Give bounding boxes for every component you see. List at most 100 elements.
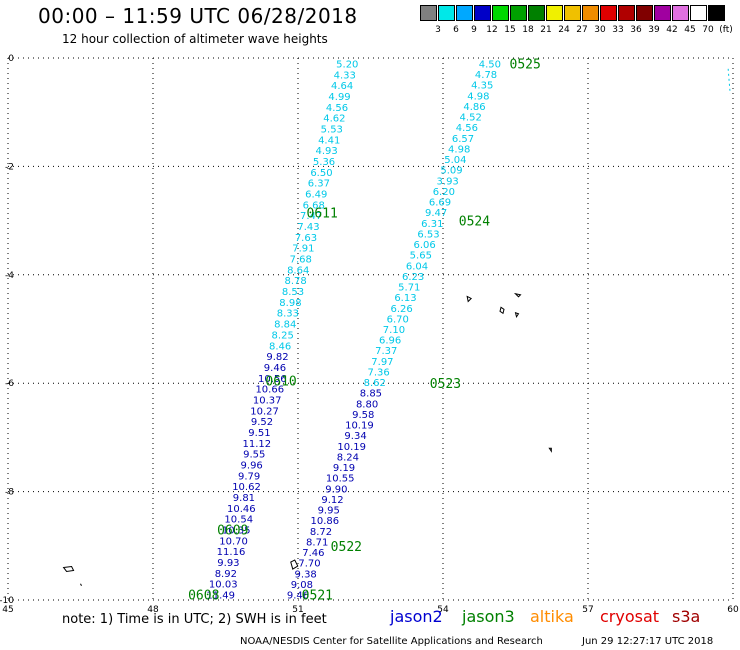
- swh-value-label: 6.20: [433, 187, 455, 198]
- swh-value-label: 11.16: [217, 547, 246, 558]
- time-label: 0524: [459, 215, 490, 230]
- swh-value-label: 4.50: [479, 59, 501, 70]
- time-label: 0609: [217, 524, 248, 539]
- swh-value-label: 6.70: [387, 314, 409, 325]
- scale-label: 24: [558, 25, 570, 35]
- swh-value-label: 6.96: [379, 336, 401, 347]
- track-edge: [727, 68, 731, 94]
- swh-value-label: 8.62: [364, 378, 386, 389]
- swh-value-label: 9.95: [318, 506, 340, 517]
- scale-label: 9: [471, 25, 477, 35]
- swh-value-label: 7.46: [302, 548, 324, 559]
- swh-value-label: 6.69: [429, 198, 451, 209]
- x-tick-label: 60: [727, 605, 739, 615]
- swh-value-label: 5.71: [398, 283, 420, 294]
- swh-value-label: 6.13: [394, 293, 416, 304]
- swh-value-label: 4.99: [328, 92, 350, 103]
- swh-value-label: 11.49: [206, 591, 235, 602]
- swh-value-label: 7.47: [300, 211, 322, 222]
- y-tick-label: -6: [5, 379, 14, 389]
- footnote: note: 1) Time is in UTC; 2) SWH is in fe…: [62, 612, 327, 627]
- island-outline: [466, 295, 473, 303]
- scale-label: 12: [486, 25, 498, 35]
- swh-value-label: 8.78: [284, 276, 306, 287]
- swh-value-label: 10.35: [222, 526, 251, 537]
- island-outline: [80, 583, 82, 586]
- swh-value-label: 7.37: [375, 346, 397, 357]
- swh-value-label: 9.46: [287, 591, 309, 602]
- swh-value-label: 6.50: [310, 168, 332, 179]
- swh-value-label: 8.46: [269, 341, 291, 352]
- swh-value-label: 6.68: [303, 200, 325, 211]
- swh-value-label: 4.98: [448, 144, 470, 155]
- y-tick-label: -8: [5, 488, 14, 498]
- time-label: 0608: [188, 589, 219, 604]
- swh-value-label: 10.86: [311, 516, 340, 527]
- swh-value-label: 8.85: [360, 389, 382, 400]
- timestamp-text: Jun 29 12:27:17 UTC 2018: [582, 636, 714, 647]
- swh-value-label: 8.53: [282, 287, 304, 298]
- scale-swatch: [564, 5, 581, 21]
- swh-value-label: 4.56: [456, 123, 478, 134]
- y-tick-label: -4: [5, 271, 14, 281]
- scale-label: 33: [612, 25, 624, 35]
- scale-label: 21: [540, 25, 552, 35]
- swh-value-label: 9.46: [264, 363, 286, 374]
- swh-value-label: 4.64: [331, 81, 353, 92]
- scale-swatch: [600, 5, 617, 21]
- scale-label: 3: [435, 25, 441, 35]
- time-label: 0611: [307, 206, 338, 221]
- swh-value-label: 10.54: [224, 515, 253, 526]
- scale-swatch: [690, 5, 707, 21]
- swh-value-label: 8.33: [277, 309, 299, 320]
- swh-value-label: 4.52: [460, 113, 482, 124]
- scale-label: 15: [504, 25, 516, 35]
- scale-label: 6: [453, 25, 459, 35]
- chart-title: 00:00 – 11:59 UTC 06/28/2018: [38, 4, 358, 28]
- swh-value-label: 7.36: [367, 367, 389, 378]
- swh-value-label: 10.46: [227, 504, 256, 515]
- swh-value-label: 9.12: [321, 495, 343, 506]
- swh-value-label: 5.20: [336, 59, 358, 70]
- legend-altika: altika: [530, 607, 574, 626]
- legend-jason2: jason2: [390, 607, 443, 626]
- y-tick-label: -2: [5, 162, 14, 172]
- swh-value-label: 9.81: [233, 493, 255, 504]
- time-label: 0521: [302, 589, 333, 604]
- swh-value-label: 4.56: [326, 103, 348, 114]
- swh-value-label: 6.37: [308, 179, 330, 190]
- swh-value-label: 9.47: [425, 208, 447, 219]
- time-label: 0525: [510, 57, 541, 72]
- swh-value-label: 10.56: [258, 374, 287, 385]
- time-label: 0523: [430, 377, 461, 392]
- swh-value-label: 5.65: [410, 251, 432, 262]
- swh-value-label: 10.27: [250, 406, 279, 417]
- scale-label: 30: [594, 25, 606, 35]
- swh-value-label: 8.24: [337, 452, 359, 463]
- swh-value-label: 5.09: [440, 166, 462, 177]
- swh-value-label: 9.38: [295, 569, 317, 580]
- swh-value-label: 6.53: [417, 229, 439, 240]
- x-tick-label: 54: [437, 605, 449, 615]
- swh-value-label: 3.93: [437, 176, 459, 187]
- swh-value-label: 9.51: [248, 428, 270, 439]
- swh-value-label: 6.49: [305, 190, 327, 201]
- swh-value-label: 9.90: [325, 484, 347, 495]
- swh-value-label: 5.04: [444, 155, 466, 166]
- swh-value-label: 9.52: [251, 417, 273, 428]
- swh-value-label: 9.96: [241, 461, 263, 472]
- swh-value-label: 9.82: [266, 352, 288, 363]
- scale-label: (ft): [719, 25, 733, 35]
- swh-value-label: 9.55: [243, 450, 265, 461]
- scale-swatch: [492, 5, 509, 21]
- scale-swatch: [582, 5, 599, 21]
- swh-value-label: 10.62: [232, 482, 261, 493]
- island-outline: [290, 559, 299, 570]
- x-tick-label: 48: [147, 605, 159, 615]
- swh-value-label: 8.71: [306, 537, 328, 548]
- scale-swatch: [510, 5, 527, 21]
- scale-swatch: [528, 5, 545, 21]
- scale-swatch: [546, 5, 563, 21]
- time-label: 0522: [331, 540, 362, 555]
- y-tick-label: 0: [8, 54, 14, 64]
